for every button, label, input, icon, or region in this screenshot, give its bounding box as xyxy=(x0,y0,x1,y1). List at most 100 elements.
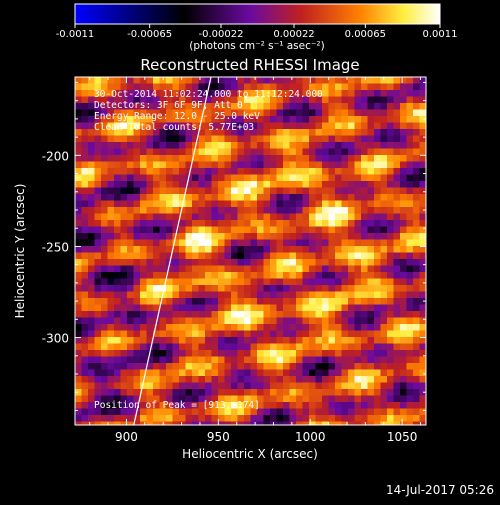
heatmap-cell xyxy=(231,265,238,273)
heatmap-cell xyxy=(185,324,193,331)
heatmap-cell xyxy=(387,402,394,409)
heatmap-cell xyxy=(387,77,394,84)
heatmap-cell xyxy=(270,187,277,195)
heatmap-cell xyxy=(94,168,102,175)
heatmap-cell xyxy=(335,187,342,195)
heatmap-cell xyxy=(354,135,362,143)
heatmap-cell xyxy=(315,109,323,117)
heatmap-cell xyxy=(107,382,115,390)
heatmap-cell xyxy=(224,382,232,390)
heatmap-cell xyxy=(380,304,388,312)
heatmap-cell xyxy=(380,168,388,175)
heatmap-cell xyxy=(120,220,128,227)
heatmap-cell xyxy=(419,103,426,110)
heatmap-cell xyxy=(361,402,368,409)
heatmap-cell xyxy=(133,317,141,325)
heatmap-cell xyxy=(101,135,108,143)
heatmap-cell xyxy=(179,135,186,143)
heatmap-cell xyxy=(276,226,284,234)
heatmap-cell xyxy=(309,200,316,208)
heatmap-cell xyxy=(361,142,368,149)
heatmap-cell xyxy=(75,285,82,292)
heatmap-cell xyxy=(289,122,297,130)
heatmap-cell xyxy=(400,174,407,182)
heatmap-cell xyxy=(114,408,121,416)
heatmap-cell xyxy=(374,122,381,130)
heatmap-cell xyxy=(361,376,368,383)
heatmap-cell xyxy=(172,304,180,312)
heatmap-cell xyxy=(172,174,180,182)
heatmap-cell xyxy=(88,356,95,364)
heatmap-cell xyxy=(231,213,238,221)
heatmap-cell xyxy=(192,233,199,240)
heatmap-cell xyxy=(296,103,303,110)
heatmap-cell xyxy=(419,142,426,149)
heatmap-cell xyxy=(172,200,180,208)
heatmap-cell xyxy=(237,298,245,305)
heatmap-cell xyxy=(270,363,277,370)
heatmap-cell xyxy=(361,252,368,260)
heatmap-cell xyxy=(335,324,342,331)
heatmap-cell xyxy=(198,343,206,351)
heatmap-cell xyxy=(224,317,232,325)
heatmap-cell xyxy=(263,415,271,422)
heatmap-cell xyxy=(140,155,147,162)
heatmap-cell xyxy=(393,350,401,357)
heatmap-cell xyxy=(335,421,342,425)
heatmap-cell xyxy=(309,181,316,188)
heatmap-cell xyxy=(198,317,206,325)
heatmap-cell xyxy=(88,389,95,396)
heatmap-cell xyxy=(302,317,310,325)
y-axis-label: Heliocentric Y (arcsec) xyxy=(13,184,27,319)
heatmap-cell xyxy=(315,226,323,234)
heatmap-cell xyxy=(354,363,362,370)
heatmap-cell xyxy=(250,239,258,247)
heatmap-cell xyxy=(140,116,147,123)
heatmap-cell xyxy=(133,265,141,273)
heatmap-cell xyxy=(270,402,277,409)
heatmap-cell xyxy=(354,408,362,416)
heatmap-cell xyxy=(153,77,160,84)
heatmap-cell xyxy=(101,239,108,247)
heatmap-cell xyxy=(159,239,167,247)
heatmap-cell xyxy=(146,252,154,260)
heatmap-cell xyxy=(218,161,225,169)
heatmap-cell xyxy=(302,194,310,201)
heatmap-cell xyxy=(283,155,290,162)
heatmap-cell xyxy=(127,181,134,188)
heatmap-cell xyxy=(88,109,95,117)
heatmap-cell xyxy=(250,350,258,357)
heatmap-cell xyxy=(289,161,297,169)
heatmap-cell xyxy=(172,272,180,279)
heatmap-cell xyxy=(413,200,420,208)
heatmap-cell xyxy=(81,369,89,377)
heatmap-cell xyxy=(205,376,212,383)
heatmap-cell xyxy=(101,363,108,370)
heatmap-cell xyxy=(302,415,310,422)
heatmap-cell xyxy=(101,389,108,396)
heatmap-cell xyxy=(94,116,102,123)
heatmap-cell xyxy=(231,96,238,104)
heatmap-cell xyxy=(120,363,128,370)
heatmap-cell xyxy=(257,408,264,416)
heatmap-cell xyxy=(315,311,323,318)
heatmap-cell xyxy=(348,278,355,286)
heatmap-cell xyxy=(328,298,336,305)
heatmap-cell xyxy=(211,330,219,338)
heatmap-cell xyxy=(322,135,329,143)
heatmap-cell xyxy=(185,369,193,377)
heatmap-cell xyxy=(166,161,173,169)
heatmap-cell xyxy=(361,330,368,338)
heatmap-cell xyxy=(296,317,303,325)
heatmap-cell xyxy=(374,161,381,169)
heatmap-cell xyxy=(374,356,381,364)
heatmap-cell xyxy=(146,200,154,208)
heatmap-cell xyxy=(315,272,323,279)
heatmap-cell xyxy=(146,220,154,227)
heatmap-cell xyxy=(328,161,336,169)
heatmap-cell xyxy=(166,239,173,247)
heatmap-cell xyxy=(172,239,180,247)
heatmap-cell xyxy=(374,129,381,136)
heatmap-cell xyxy=(367,90,375,97)
heatmap-cell xyxy=(101,298,108,305)
